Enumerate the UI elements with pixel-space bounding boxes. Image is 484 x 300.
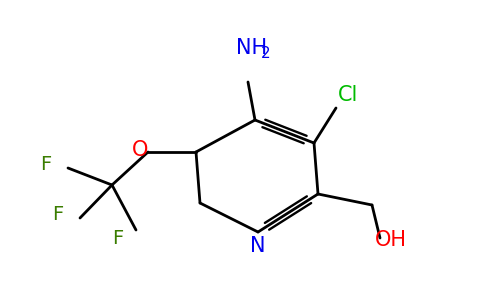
Text: Cl: Cl <box>338 85 358 105</box>
Text: O: O <box>132 140 148 160</box>
Text: NH: NH <box>237 38 268 58</box>
Text: OH: OH <box>375 230 407 250</box>
Text: F: F <box>52 206 63 224</box>
Text: 2: 2 <box>261 46 271 62</box>
Text: F: F <box>40 155 52 175</box>
Text: F: F <box>112 229 123 247</box>
Text: N: N <box>250 236 266 256</box>
